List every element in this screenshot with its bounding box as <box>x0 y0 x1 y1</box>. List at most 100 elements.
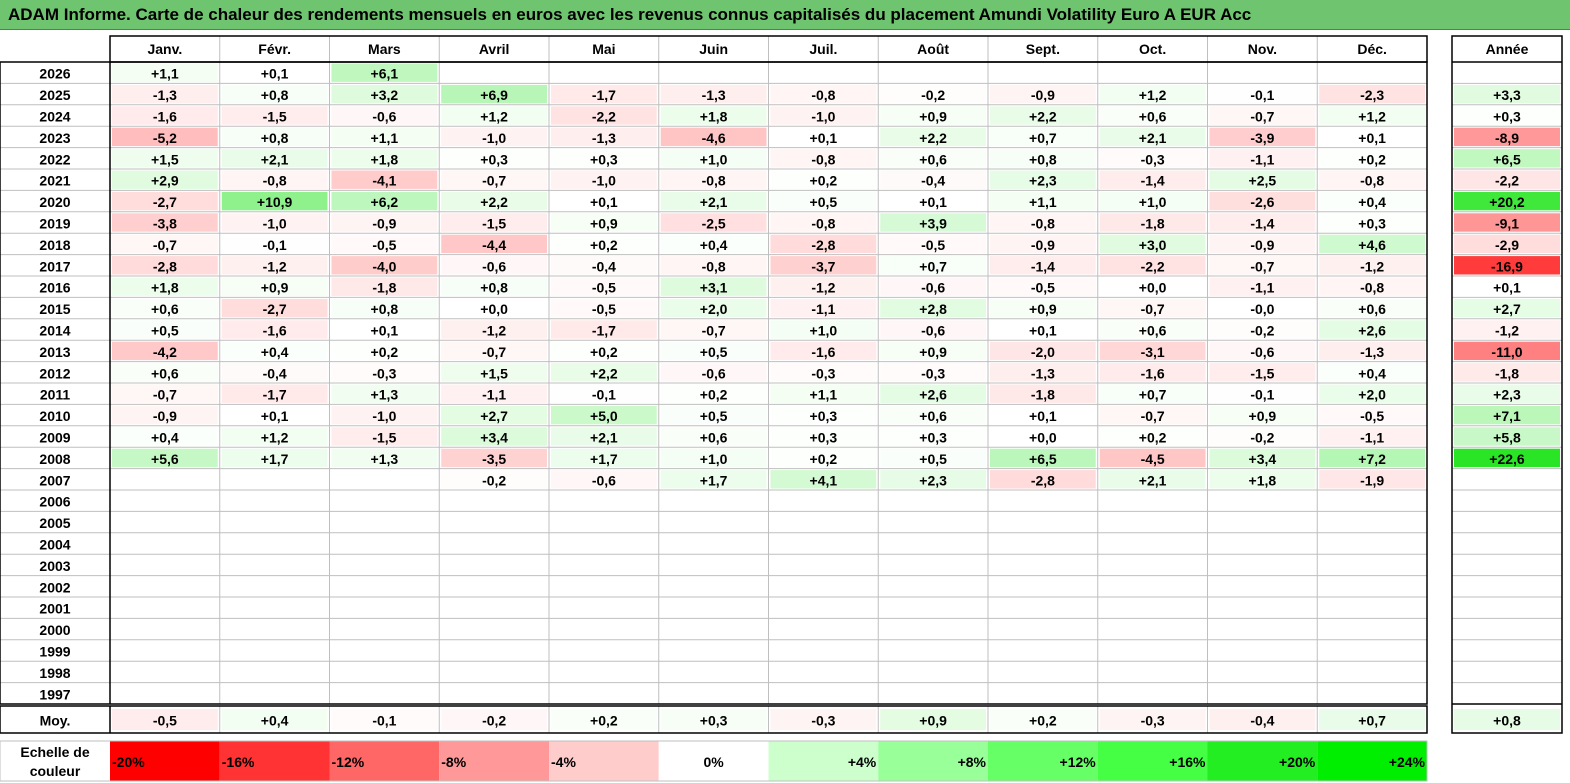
heatmap-cell <box>112 84 218 104</box>
row-year-label: 2006 <box>39 494 70 510</box>
cell-value: +0,9 <box>590 216 618 232</box>
cell-value: +0,8 <box>480 280 508 296</box>
month-header-3: Mars <box>368 41 401 57</box>
annual-cell <box>1454 384 1560 403</box>
heatmap-cell <box>441 149 547 168</box>
heatmap-cell <box>441 341 547 361</box>
month-header-8: Août <box>917 41 949 57</box>
heatmap-cell <box>1209 341 1316 361</box>
heatmap-cell <box>331 427 438 446</box>
cell-value: +1,2 <box>480 109 508 125</box>
heatmap-cell <box>660 448 767 468</box>
cell-value: -1,7 <box>592 323 616 339</box>
annual-cell <box>1454 213 1560 232</box>
heatmap-cell <box>880 341 986 361</box>
heatmap-cell <box>990 427 1096 446</box>
annual-cell <box>1454 320 1560 339</box>
cell-value: -1,3 <box>702 87 726 103</box>
month-header-1: Janv. <box>147 41 182 57</box>
average-cell <box>441 709 547 730</box>
scale-label: +12% <box>1060 754 1097 770</box>
cell-value: +1,3 <box>371 451 399 467</box>
heatmap-cell <box>221 170 328 189</box>
heatmap-cell <box>880 363 986 382</box>
heatmap-cell <box>990 256 1096 275</box>
heatmap-cell <box>660 234 767 254</box>
average-annual-cell <box>1454 709 1560 730</box>
heatmap-cell <box>221 277 328 296</box>
heatmap-cell <box>770 470 877 489</box>
heatmap-cell <box>221 127 328 147</box>
heatmap-cell <box>880 427 986 446</box>
cell-value: +0,8 <box>261 87 289 103</box>
average-cell <box>990 709 1096 730</box>
cell-value: -1,6 <box>153 109 177 125</box>
heatmap-cell <box>551 170 657 189</box>
heatmap-cell <box>551 363 657 382</box>
cell-value: -0,8 <box>811 216 835 232</box>
heatmap-cell <box>880 191 986 211</box>
cell-value: +2,6 <box>919 387 947 403</box>
row-year-label: 2020 <box>39 194 70 210</box>
heatmap-cell <box>1209 384 1316 403</box>
cell-value: +0,1 <box>261 66 289 82</box>
heatmap-cell <box>1099 405 1206 425</box>
cell-value: -0,6 <box>921 323 945 339</box>
cell-value: +2,2 <box>919 130 947 146</box>
cell-value: +0,5 <box>151 323 179 339</box>
cell-value: -0,8 <box>811 151 835 167</box>
heatmap-cell <box>660 341 767 361</box>
heatmap-cell <box>112 341 218 361</box>
cell-value: -4,1 <box>372 173 396 189</box>
cell-value: +0,2 <box>371 344 399 360</box>
heatmap-cell <box>551 384 657 403</box>
cell-value: +0,4 <box>151 430 179 446</box>
heatmap-cell <box>1209 320 1316 339</box>
heatmap-cell <box>1319 127 1425 147</box>
annual-value: -1,2 <box>1495 323 1519 339</box>
scale-swatch <box>768 741 879 781</box>
cell-value: +1,7 <box>700 472 728 488</box>
cell-value: +0,2 <box>590 344 618 360</box>
cell-value: +0,1 <box>261 408 289 424</box>
annual-cell <box>1454 127 1560 147</box>
row-year-label: 2002 <box>39 579 70 595</box>
cell-value: +0,3 <box>810 430 838 446</box>
cell-value: -0,4 <box>592 258 616 274</box>
heatmap-cell <box>880 84 986 104</box>
average-label: Moy. <box>40 713 71 729</box>
heatmap-cell <box>1209 298 1316 318</box>
scale-title: Echelle de <box>20 744 89 760</box>
heatmap-cell <box>660 127 767 147</box>
heatmap-cell <box>880 277 986 296</box>
heatmap-cell <box>770 341 877 361</box>
annual-value: +7,1 <box>1493 408 1521 424</box>
cell-value: +3,1 <box>700 280 728 296</box>
heatmap-cell <box>1209 256 1316 275</box>
heatmap-cell <box>1319 256 1425 275</box>
cell-value: -1,0 <box>592 173 616 189</box>
cell-value: +0,9 <box>1249 408 1277 424</box>
cell-value: -0,9 <box>1031 237 1055 253</box>
heatmap-cell <box>660 191 767 211</box>
heatmap-cell <box>1099 470 1206 489</box>
cell-value: +2,1 <box>590 430 618 446</box>
heatmap-cell <box>331 213 438 232</box>
average-cell <box>551 709 657 730</box>
cell-value: +0,3 <box>480 151 508 167</box>
cell-value: -1,1 <box>1250 151 1274 167</box>
cell-value: -0,8 <box>1360 173 1384 189</box>
cell-value: -0,3 <box>811 365 835 381</box>
cell-value: +5,6 <box>151 451 179 467</box>
heatmap-cell <box>1099 234 1206 254</box>
heatmap-cell <box>990 320 1096 339</box>
heatmap-cell <box>441 277 547 296</box>
cell-value: +1,8 <box>1249 472 1277 488</box>
heatmap-cell <box>331 170 438 189</box>
month-header-4: Avril <box>479 41 510 57</box>
heatmap-cell <box>990 234 1096 254</box>
cell-value: +0,1 <box>1358 130 1386 146</box>
average-value: +0,7 <box>1358 713 1386 729</box>
heatmap-cell <box>441 106 547 125</box>
cell-value: +1,3 <box>371 387 399 403</box>
